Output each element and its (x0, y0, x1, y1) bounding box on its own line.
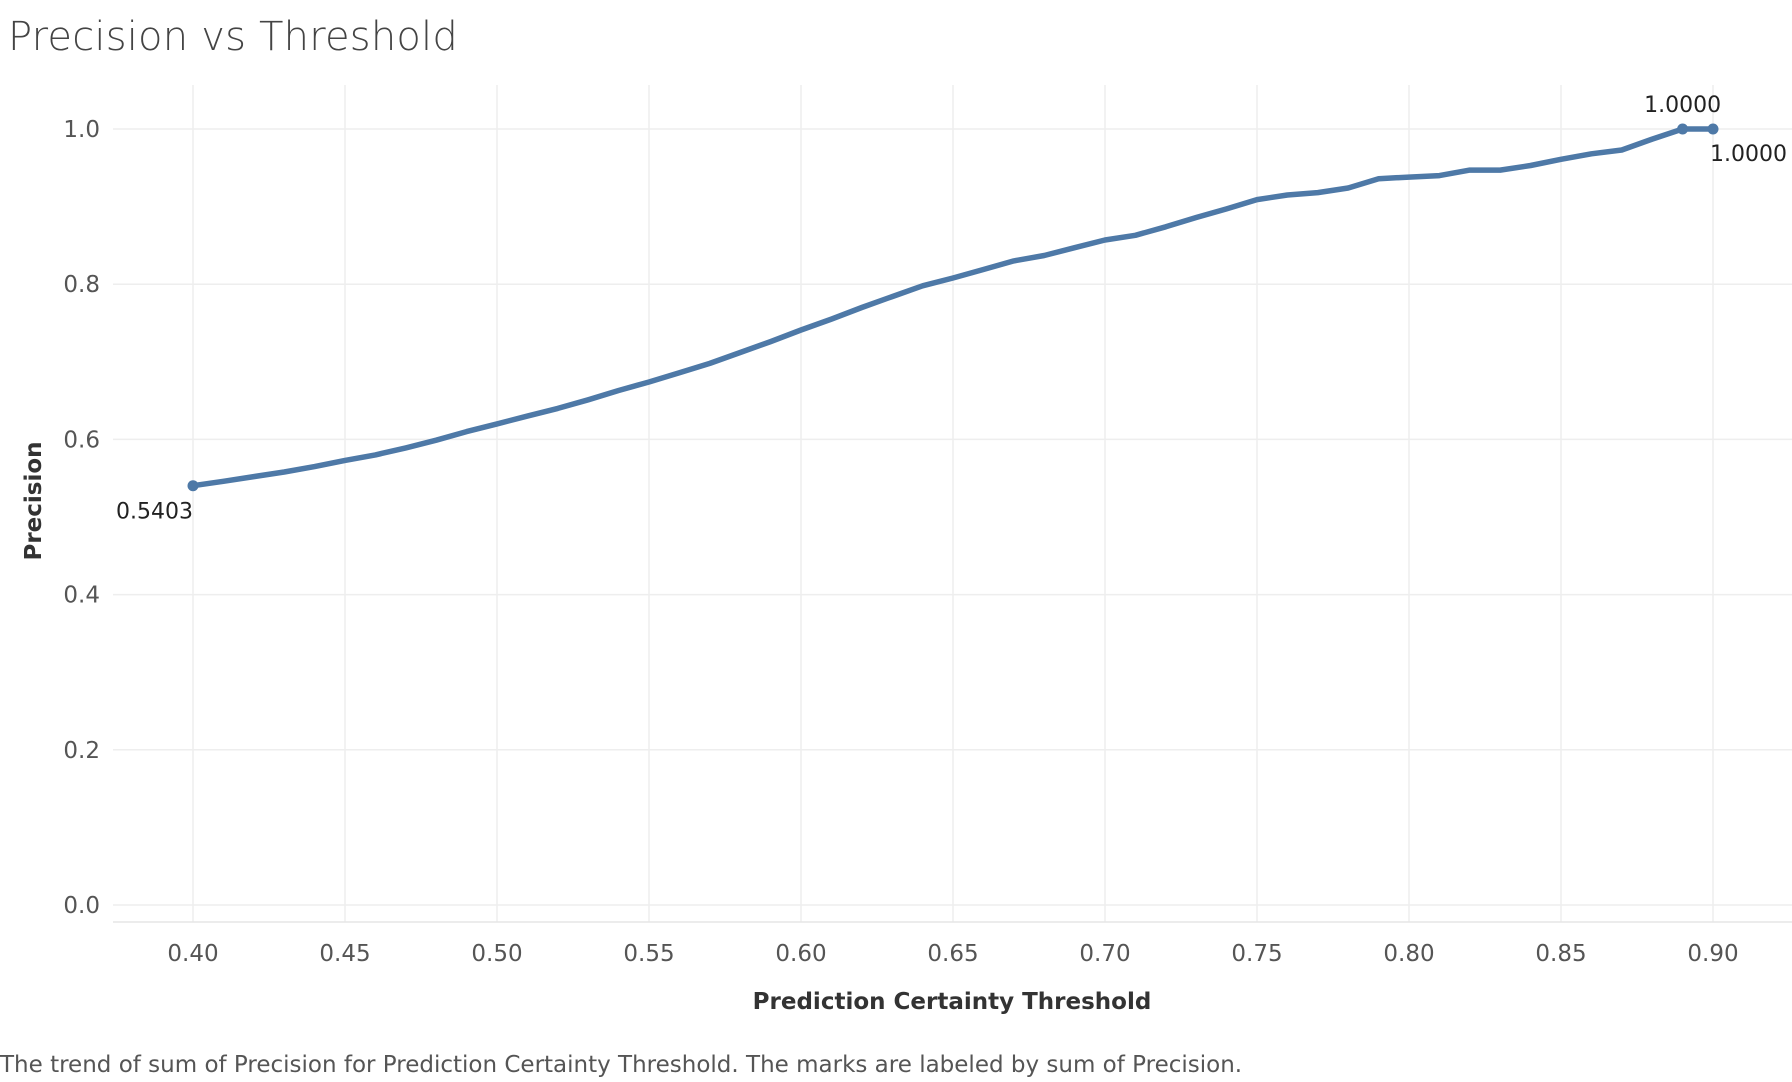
axis-ticks: 0.0 0.2 0.4 0.6 0.8 1.0 0.40 0.45 0.50 0.55 0.60 0.… (63, 117, 1738, 967)
x-tick-label: 0.90 (1687, 941, 1738, 967)
x-tick-label: 0.80 (1383, 941, 1434, 967)
data-label: 1.0000 (1644, 93, 1721, 118)
x-tick-label: 0.75 (1231, 941, 1282, 967)
y-axis-title: Precision (21, 441, 47, 560)
y-tick-label: 0.0 (63, 893, 100, 919)
y-tick-label: 0.2 (63, 738, 100, 764)
data-point (187, 480, 199, 492)
y-tick-label: 1.0 (63, 117, 100, 143)
y-tick-label: 0.8 (63, 272, 100, 298)
x-tick-label: 0.60 (775, 941, 826, 967)
data-point (1707, 123, 1719, 135)
x-tick-label: 0.40 (167, 941, 218, 967)
data-labels: 0.5403 1.0000 1.0000 (116, 93, 1787, 525)
data-point (1677, 123, 1689, 135)
x-tick-label: 0.55 (623, 941, 674, 967)
y-tick-label: 0.4 (63, 583, 100, 609)
data-label: 1.0000 (1710, 142, 1787, 167)
y-tick-label: 0.6 (63, 427, 100, 453)
data-label: 0.5403 (116, 500, 193, 525)
gridlines (113, 85, 1792, 923)
x-tick-label: 0.50 (471, 941, 522, 967)
x-tick-label: 0.65 (927, 941, 978, 967)
x-tick-label: 0.70 (1079, 941, 1130, 967)
chart-caption: The trend of sum of Precision for Predic… (0, 1052, 1243, 1078)
x-tick-label: 0.45 (319, 941, 370, 967)
series-layer (187, 123, 1719, 492)
chart-title: Precision vs Threshold (8, 14, 458, 60)
x-axis-title: Prediction Certainty Threshold (753, 989, 1152, 1015)
series-line (190, 126, 1716, 489)
x-tick-label: 0.85 (1535, 941, 1586, 967)
